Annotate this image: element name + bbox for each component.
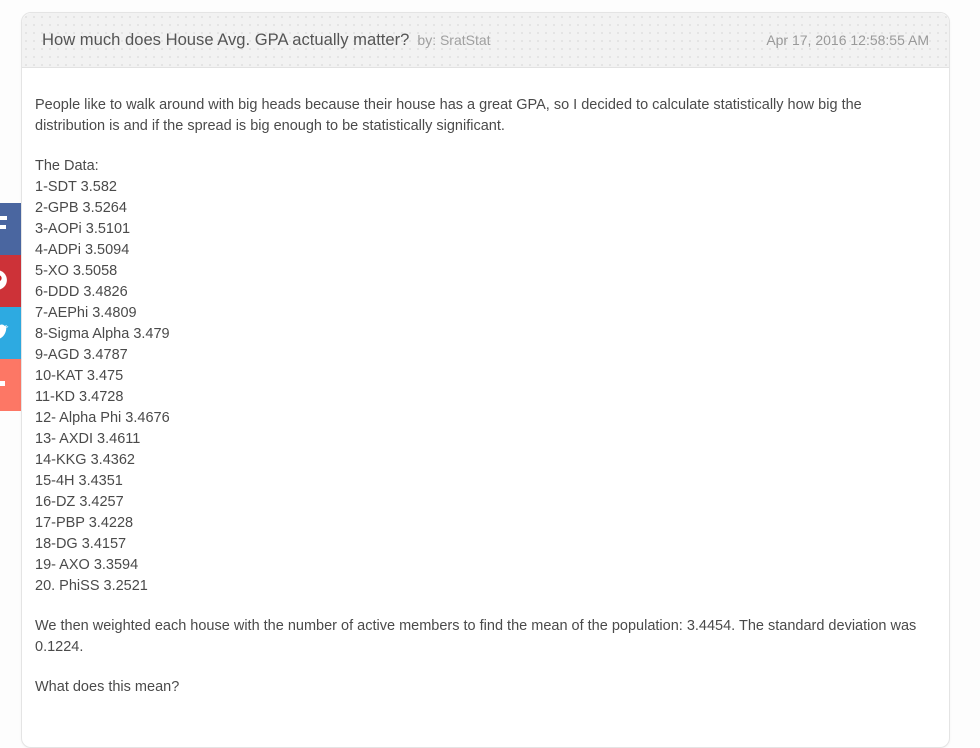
svg-text:P: P (0, 272, 2, 289)
